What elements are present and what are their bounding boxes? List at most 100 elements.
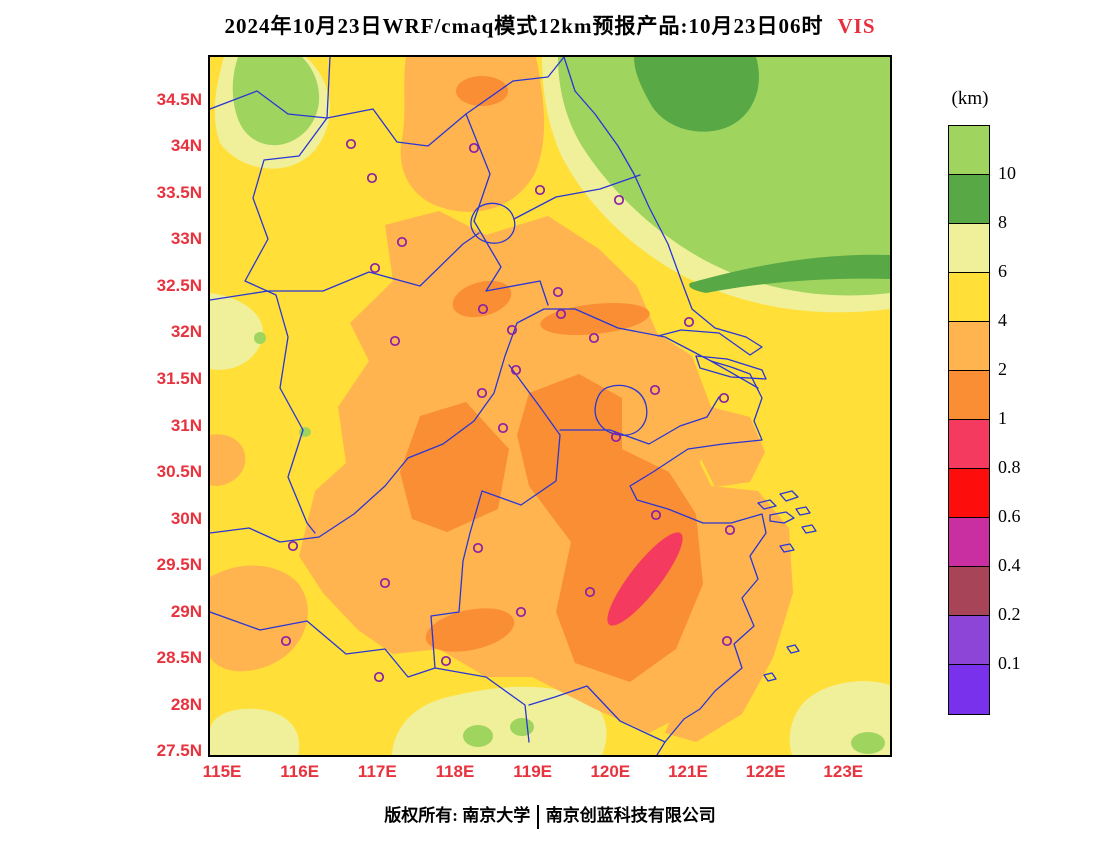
forecast-map	[210, 57, 890, 755]
border-north-west	[210, 90, 328, 119]
footer-company: 南京创蓝科技有限公司	[545, 806, 716, 825]
lat-tick-label: 29N	[170, 601, 202, 621]
border-anhui-zhejiang	[430, 364, 561, 743]
coastline-north	[563, 57, 763, 356]
contour-region-green-northeast	[558, 57, 890, 296]
colorbar-tick-label: 2	[998, 359, 1007, 379]
contour-region-green-bottom-2	[510, 718, 534, 736]
title-main: 2024年10月23日WRF/cmaq模式12km预报产品:10月23日06时	[224, 14, 824, 38]
station-marker	[534, 184, 546, 196]
station-marker	[613, 194, 625, 206]
page-title: 2024年10月23日WRF/cmaq模式12km预报产品:10月23日06时 V…	[0, 10, 1100, 40]
station-marker	[588, 332, 600, 344]
island-1	[769, 511, 795, 524]
contour-region-deeporange-patch-3	[456, 76, 508, 106]
contour-region-green-bottom-1	[463, 725, 493, 747]
hongze-lake	[470, 202, 516, 244]
station-marker	[287, 540, 299, 552]
station-marker	[468, 142, 480, 154]
coastline-south	[629, 360, 767, 755]
station-marker	[515, 606, 527, 618]
border-jiangsu-zhejiang	[559, 396, 720, 445]
lat-tick-label: 28N	[170, 694, 202, 714]
footer-owner: 版权所有: 南京大学	[384, 806, 531, 825]
colorbar-tick-label: 4	[998, 310, 1007, 330]
lat-tick-label: 30.5N	[156, 462, 202, 482]
lon-tick-label: 119E	[513, 762, 552, 781]
colorbar-tick-label: 0.1	[998, 653, 1021, 673]
contour-region-crimson-streak	[607, 532, 683, 626]
colorbar-swatch	[949, 665, 989, 714]
lon-tick-label: 118E	[435, 762, 475, 781]
station-marker	[396, 236, 408, 248]
station-marker	[472, 542, 484, 554]
lon-tick-label: 116E	[280, 762, 320, 781]
colorbar-title: (km)	[951, 88, 989, 109]
contour-region-deeporange-patch-4	[425, 608, 515, 652]
station-marker	[721, 635, 733, 647]
station-marker	[369, 262, 381, 274]
contour-region-green-speck-1	[254, 332, 266, 344]
lat-tick-label: 27.5N	[156, 741, 202, 761]
station-marker	[366, 172, 378, 184]
colorbar-swatch	[949, 518, 989, 567]
yangtze-river	[210, 308, 759, 543]
contour-region-pale-west-edge	[210, 293, 263, 370]
station-marker	[497, 422, 509, 434]
contour-region-pale-south-center	[392, 686, 607, 755]
border-zhejiang-fujian	[528, 685, 666, 743]
contour-region-darkgreen-top	[634, 57, 759, 132]
lon-tick-label: 121E	[668, 762, 708, 781]
colorbar-tick-label: 6	[998, 261, 1007, 281]
station-marker	[610, 431, 622, 443]
border-henan-anhui	[244, 117, 328, 534]
colorbar-swatch	[949, 420, 989, 469]
lon-tick-label: 120E	[590, 762, 631, 781]
station-marker	[510, 364, 522, 376]
lat-tick-label: 32N	[170, 322, 202, 342]
station-marker	[389, 335, 401, 347]
station-marker	[552, 286, 564, 298]
map-frame	[208, 55, 892, 757]
colorbar-tick-label: 8	[998, 212, 1007, 232]
lat-tick-label: 28.5N	[156, 648, 202, 668]
colorbar-swatch	[949, 322, 989, 371]
contour-region-orange-shanghai	[700, 407, 765, 487]
station-marker	[650, 509, 662, 521]
contour-region-orange-coastal	[665, 486, 793, 742]
lat-tick-label: 31.5N	[156, 368, 202, 388]
colorbar	[948, 125, 990, 715]
station-marker	[555, 308, 567, 320]
station-marker	[718, 392, 730, 404]
colorbar-tick-label: 10	[998, 163, 1016, 183]
station-marker	[649, 384, 661, 396]
contour-region-pale-southwest	[210, 708, 300, 755]
island-3	[779, 490, 799, 502]
station-marker	[477, 303, 489, 315]
station-marker	[440, 655, 452, 667]
border-jiangsu-anhui	[465, 113, 549, 306]
colorbar-tick-label: 0.2	[998, 604, 1021, 624]
colorbar-swatch	[949, 224, 989, 273]
lon-tick-label: 115E	[202, 762, 242, 781]
station-marker	[724, 524, 736, 536]
station-marker	[373, 671, 385, 683]
lat-tick-label: 32.5N	[156, 275, 202, 295]
station-marker	[345, 138, 357, 150]
contour-region-orange-top	[400, 57, 545, 212]
border-north	[326, 57, 565, 147]
island-5	[779, 543, 795, 553]
contour-region-green-northwest	[232, 57, 320, 146]
colorbar-swatch	[949, 126, 989, 175]
contour-region-green-bottom-right	[851, 732, 885, 754]
station-marker	[476, 387, 488, 399]
copyright-footer: 版权所有: 南京大学 南京创蓝科技有限公司	[0, 801, 1100, 830]
island-6	[786, 644, 800, 654]
colorbar-tick-label: 0.8	[998, 457, 1021, 477]
contour-region-darkgreen-band	[689, 254, 890, 293]
lat-tick-label: 29.5N	[156, 555, 202, 575]
colorbar-swatch	[949, 371, 989, 420]
footer-divider	[537, 805, 539, 830]
chongming-island	[695, 355, 767, 380]
